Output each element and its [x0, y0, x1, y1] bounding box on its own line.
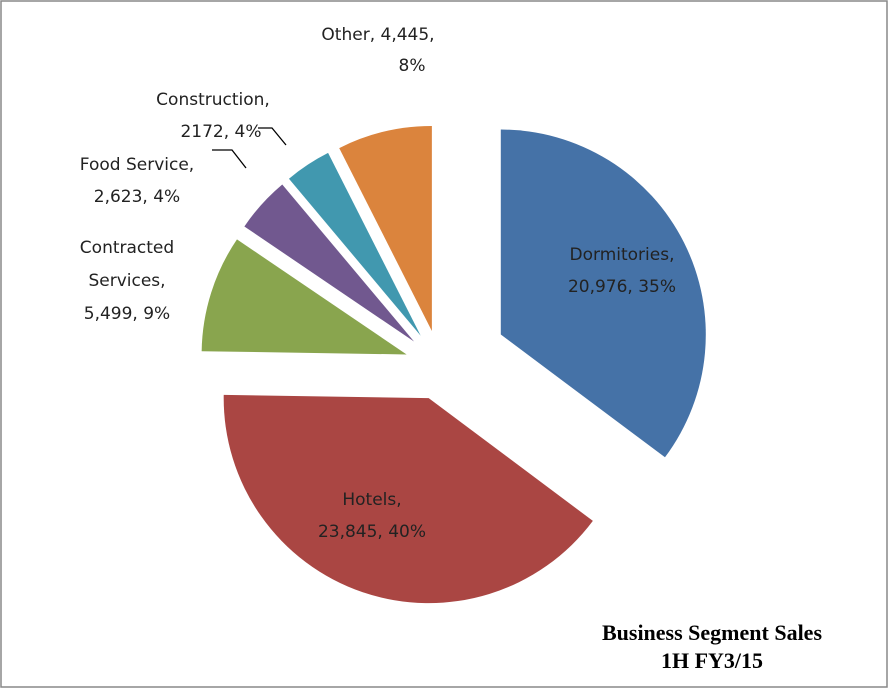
- chart-title: Business Segment Sales: [602, 620, 822, 645]
- pie-slice: [244, 184, 415, 342]
- data-label: Dormitories,: [570, 245, 675, 265]
- leader-line: [212, 149, 247, 169]
- data-label: Other, 4,445,: [321, 25, 434, 45]
- data-label: Food Service,: [80, 155, 194, 175]
- data-label: 5,499, 9%: [84, 304, 170, 324]
- pie-slice: [201, 239, 407, 355]
- pie-slice: [500, 129, 706, 458]
- data-label: 23,845, 40%: [318, 522, 426, 542]
- pie-slice: [288, 152, 421, 336]
- data-label: Services,: [88, 271, 165, 291]
- data-label: 8%: [399, 56, 426, 76]
- data-label: 2172, 4%: [180, 122, 261, 142]
- data-label: 2,623, 4%: [94, 187, 180, 207]
- pie-slice: [223, 394, 593, 604]
- data-label: Hotels,: [342, 490, 401, 510]
- data-label: Construction,: [156, 90, 270, 110]
- chart-title: 1H FY3/15: [661, 648, 763, 673]
- pie-slice: [339, 125, 432, 331]
- leader-line: [258, 127, 287, 146]
- data-label: 20,976, 35%: [568, 277, 676, 297]
- data-label: Contracted: [80, 238, 174, 258]
